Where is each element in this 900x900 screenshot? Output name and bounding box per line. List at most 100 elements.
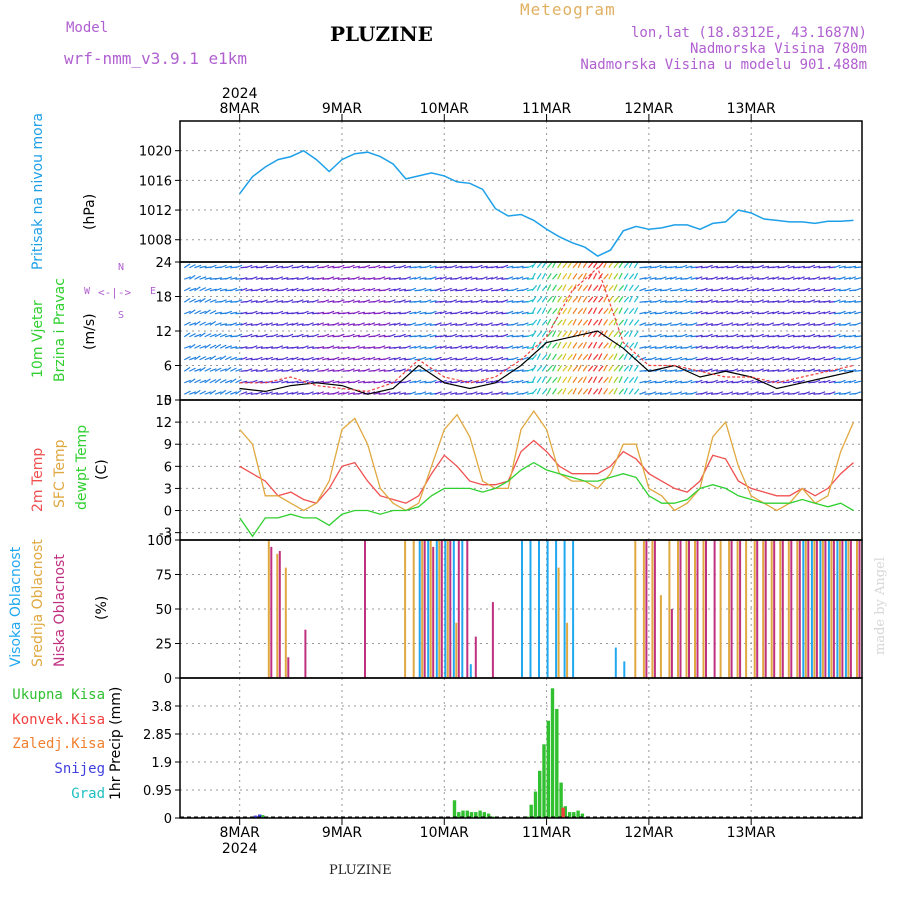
wind-arrow	[782, 323, 790, 326]
wind-arrow	[245, 288, 253, 292]
wind-arrow	[189, 367, 196, 372]
wind-arrow	[378, 265, 386, 269]
wind-arrow	[854, 287, 862, 292]
wind-arrow	[592, 296, 598, 303]
cloud-low-bar	[491, 602, 494, 678]
wind-arrow	[782, 368, 790, 372]
wind-gust-line	[239, 266, 854, 393]
wind-arrow	[854, 369, 862, 372]
wind-arrow	[194, 299, 202, 303]
wind-arrow	[189, 274, 196, 280]
model-label: Model	[66, 20, 109, 36]
wind-arrow	[628, 364, 633, 372]
compass-w: W	[84, 286, 91, 297]
wind-arrow	[373, 323, 381, 326]
wind-arrow	[536, 284, 541, 292]
wind-arrow	[557, 388, 563, 395]
wind-arrow	[546, 331, 553, 338]
wind-arrow	[756, 368, 764, 372]
wind-arrow	[598, 284, 603, 292]
wind-arrow	[327, 300, 335, 303]
cloud-low-bar	[364, 540, 366, 678]
wind-arrow	[183, 287, 191, 292]
wind-arrow	[322, 288, 330, 292]
wind-arrow	[465, 369, 473, 372]
wind-arrow	[603, 353, 609, 361]
wind-arrow	[700, 311, 708, 315]
wind-arrow	[669, 276, 678, 280]
wind-arrow	[245, 323, 253, 326]
wind-arrow	[491, 265, 499, 269]
wind-arrow	[577, 377, 584, 384]
wind-arrow	[429, 276, 437, 280]
wind-arrow	[736, 276, 744, 280]
wind-arrow	[797, 379, 805, 384]
wind-arrow	[444, 356, 452, 361]
wind-arrow	[572, 342, 578, 349]
wind-arrow	[792, 287, 800, 292]
wind-arrow	[224, 356, 232, 361]
wind-arrow	[240, 311, 248, 315]
wind-arrow	[767, 346, 775, 349]
wind-arrow	[577, 295, 582, 303]
wind-arrow	[854, 277, 862, 280]
wind-arrow	[716, 380, 724, 384]
wind-arrow	[189, 322, 197, 326]
wind-arrow	[833, 333, 841, 338]
wind-arrow	[501, 264, 509, 269]
wind-arrow	[710, 369, 719, 372]
wind-arrow	[209, 288, 217, 292]
cloud-mid-bar	[796, 540, 799, 678]
wind-arrow	[501, 392, 509, 395]
wind-arrow	[669, 310, 678, 315]
wind-arrow	[690, 287, 698, 292]
wind-arrow	[306, 380, 314, 384]
wind-arrow	[301, 334, 309, 338]
wind-arrow	[465, 265, 473, 269]
cloud-low-bar	[790, 540, 793, 678]
wind-arrow	[552, 377, 558, 384]
wind-arrow	[306, 356, 314, 361]
wind-arrow	[531, 296, 537, 303]
wind-arrow	[475, 299, 483, 303]
cloud-high-bar	[827, 540, 830, 678]
cloud-high-bar	[844, 540, 847, 678]
wind-arrow	[751, 322, 759, 326]
x-tick-label-bottom: 9MAR	[322, 825, 363, 841]
wind-arrow	[496, 322, 504, 326]
wind-arrow	[235, 368, 243, 372]
wind-arrow	[368, 311, 376, 315]
wind-arrow	[296, 264, 304, 269]
wind-arrow	[644, 310, 652, 315]
wind-arrow	[782, 357, 790, 361]
cloud-high-bar	[563, 540, 566, 678]
wind-arrow	[639, 346, 647, 349]
wind-arrow	[802, 287, 811, 292]
cloud-low-bar	[705, 540, 707, 678]
wind-arrow	[480, 276, 488, 280]
wind-arrow	[557, 296, 563, 303]
precip-total-bar	[576, 810, 580, 818]
wind-arrow	[582, 341, 587, 349]
wind-arrow	[633, 307, 639, 315]
wind-arrow	[271, 288, 279, 292]
wind-arrow	[721, 369, 729, 372]
wind-arrow	[455, 300, 463, 303]
wind-arrow	[818, 287, 826, 292]
wind-arrow	[726, 380, 734, 384]
wind-arrow	[777, 287, 785, 292]
wind-arrow	[572, 284, 577, 292]
wind-arrow	[731, 333, 739, 338]
wind-arrow	[434, 346, 442, 349]
wind-arrow	[557, 354, 563, 361]
wind-arrow	[291, 356, 299, 361]
wind-arrow	[654, 299, 662, 303]
wind-arrow	[700, 287, 708, 292]
wind-arrow	[767, 322, 775, 326]
wind-arrow	[562, 284, 567, 292]
wind-arrow	[736, 369, 744, 372]
cloud-low-bar	[815, 540, 818, 678]
cloud-mid-bar	[404, 540, 407, 678]
wind-arrow	[311, 368, 319, 372]
wind-arrow	[654, 392, 662, 395]
